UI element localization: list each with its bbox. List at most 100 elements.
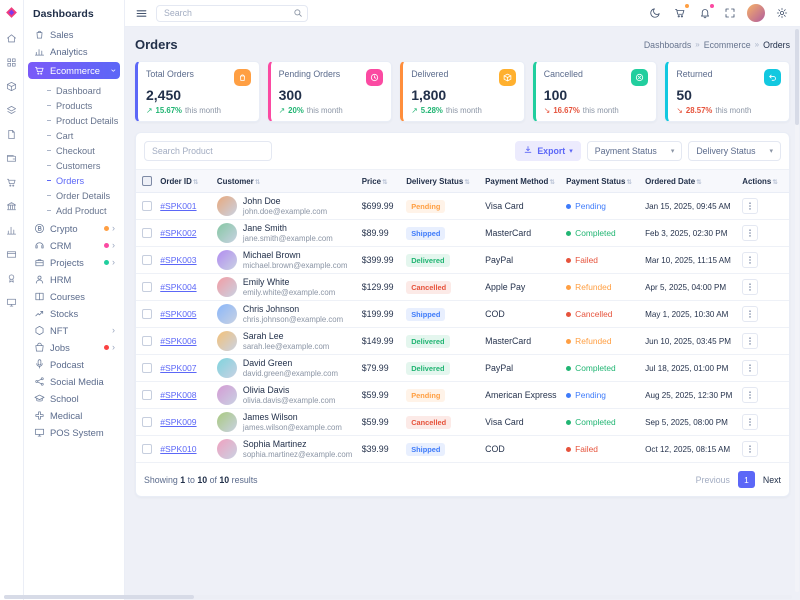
column-header-customer[interactable]: Customer⇅ [212, 170, 358, 193]
sidebar-item-sales[interactable]: Sales [28, 26, 120, 43]
sidebar-item-social-media[interactable]: Social Media [28, 373, 120, 390]
order-id-link[interactable]: #SPK004 [160, 282, 197, 292]
vertical-scrollbar-thumb[interactable] [795, 29, 799, 125]
row-checkbox[interactable] [142, 201, 152, 212]
sidebar-subitem-orders[interactable]: Orders [24, 173, 124, 188]
bell-icon[interactable] [697, 3, 715, 21]
sidebar-item-ecommerce[interactable]: Ecommerce › [28, 62, 120, 79]
sidebar-item-analytics[interactable]: Analytics [28, 43, 120, 60]
payment-status-filter[interactable]: Payment Status ▾ [586, 141, 683, 161]
cart-icon[interactable] [672, 3, 690, 21]
column-header-actions[interactable]: Actions⇅ [738, 170, 789, 193]
row-checkbox[interactable] [142, 390, 152, 401]
sidebar-item-medical[interactable]: Medical [28, 407, 120, 424]
sidebar-subitem-dashboard[interactable]: Dashboard [24, 83, 124, 98]
sidebar-subitem-checkout[interactable]: Checkout [24, 143, 124, 158]
row-checkbox[interactable] [142, 363, 152, 374]
order-id-link[interactable]: #SPK010 [160, 444, 197, 454]
row-checkbox[interactable] [142, 255, 152, 266]
pagination-previous-button[interactable]: Previous [695, 474, 730, 485]
row-actions-button[interactable] [742, 333, 759, 349]
row-checkbox[interactable] [142, 309, 152, 320]
row-actions-button[interactable] [742, 387, 759, 403]
monitor-icon[interactable] [4, 294, 20, 310]
pagination-next-button[interactable]: Next [762, 474, 781, 485]
sidebar-subitem-product-details[interactable]: Product Details [24, 113, 124, 128]
breadcrumb-item-dashboards[interactable]: Dashboards [643, 39, 692, 50]
box-icon[interactable] [4, 78, 20, 94]
row-checkbox[interactable] [142, 417, 152, 428]
order-id-link[interactable]: #SPK006 [160, 336, 197, 346]
sidebar-item-stocks[interactable]: Stocks [28, 305, 120, 322]
stat-trend: ↗ 20% this month [279, 106, 384, 115]
delivery-status-filter[interactable]: Delivery Status ▾ [688, 141, 781, 161]
sidebar-subitem-order-details[interactable]: Order Details [24, 188, 124, 203]
sidebar-item-hrm[interactable]: HRM [28, 271, 120, 288]
stat-label: Returned [676, 69, 713, 79]
product-search-input[interactable] [144, 141, 272, 161]
home-icon[interactable] [4, 30, 20, 46]
column-header-payment-method[interactable]: Payment Method⇅ [481, 170, 563, 193]
row-checkbox[interactable] [142, 336, 152, 347]
row-checkbox[interactable] [142, 444, 152, 455]
horizontal-scrollbar[interactable] [4, 595, 792, 599]
sidebar-item-nft[interactable]: NFT › [28, 322, 120, 339]
bank-icon[interactable] [4, 198, 20, 214]
row-actions-button[interactable] [742, 360, 759, 376]
global-search-input[interactable] [156, 4, 308, 22]
order-id-link[interactable]: #SPK002 [160, 228, 197, 238]
sidebar-subitem-cart[interactable]: Cart [24, 128, 124, 143]
sidebar-item-crypto[interactable]: Crypto › [28, 220, 120, 237]
column-header-order-id[interactable]: Order ID⇅ [156, 170, 213, 193]
pagination-page-1-button[interactable]: 1 [737, 471, 755, 488]
award-icon[interactable] [4, 270, 20, 286]
apps-icon[interactable] [4, 54, 20, 70]
export-button[interactable]: Export ▾ [515, 141, 581, 161]
app-logo[interactable] [5, 5, 19, 19]
expand-icon[interactable] [722, 5, 738, 21]
card-icon[interactable] [4, 246, 20, 262]
order-id-link[interactable]: #SPK001 [160, 201, 197, 211]
vertical-scrollbar[interactable] [795, 29, 799, 592]
chart-icon[interactable] [4, 222, 20, 238]
file-icon[interactable] [4, 126, 20, 142]
row-actions-button[interactable] [742, 279, 759, 295]
sidebar-subitem-add-product[interactable]: Add Product [24, 203, 124, 218]
sidebar-subitem-customers[interactable]: Customers [24, 158, 124, 173]
row-actions-button[interactable] [742, 414, 759, 430]
cart-icon[interactable] [4, 174, 20, 190]
row-actions-button[interactable] [742, 252, 759, 268]
order-id-link[interactable]: #SPK009 [160, 417, 197, 427]
sidebar-item-projects[interactable]: Projects › [28, 254, 120, 271]
select-all-checkbox[interactable] [142, 176, 152, 186]
sidebar-item-jobs[interactable]: Jobs › [28, 339, 120, 356]
row-checkbox[interactable] [142, 228, 152, 239]
sidebar-item-courses[interactable]: Courses [28, 288, 120, 305]
row-actions-button[interactable] [742, 306, 759, 322]
moon-icon[interactable] [647, 5, 663, 21]
order-id-link[interactable]: #SPK008 [160, 390, 197, 400]
sidebar-item-school[interactable]: School [28, 390, 120, 407]
sidebar-item-podcast[interactable]: Podcast [28, 356, 120, 373]
order-id-link[interactable]: #SPK003 [160, 255, 197, 265]
column-header-delivery-status[interactable]: Delivery Status⇅ [402, 170, 482, 193]
layers-icon[interactable] [4, 102, 20, 118]
breadcrumb-item-ecommerce[interactable]: Ecommerce [703, 39, 751, 50]
column-header-ordered-date[interactable]: Ordered Date⇅ [641, 170, 739, 193]
column-header-payment-status[interactable]: Payment Status⇅ [562, 170, 642, 193]
sidebar-item-pos-system[interactable]: POS System [28, 424, 120, 441]
user-avatar[interactable] [747, 4, 765, 22]
wallet-icon[interactable] [4, 150, 20, 166]
order-id-link[interactable]: #SPK007 [160, 363, 197, 373]
row-actions-button[interactable] [742, 198, 759, 214]
sidebar-subitem-products[interactable]: Products [24, 98, 124, 113]
row-checkbox[interactable] [142, 282, 152, 293]
row-actions-button[interactable] [742, 225, 759, 241]
column-header-price[interactable]: Price⇅ [357, 170, 403, 193]
horizontal-scrollbar-thumb[interactable] [4, 595, 194, 599]
sidebar-item-crm[interactable]: CRM › [28, 237, 120, 254]
row-actions-button[interactable] [742, 441, 759, 457]
gear-icon[interactable] [774, 5, 790, 21]
menu-toggle-button[interactable] [135, 7, 148, 20]
order-id-link[interactable]: #SPK005 [160, 309, 197, 319]
